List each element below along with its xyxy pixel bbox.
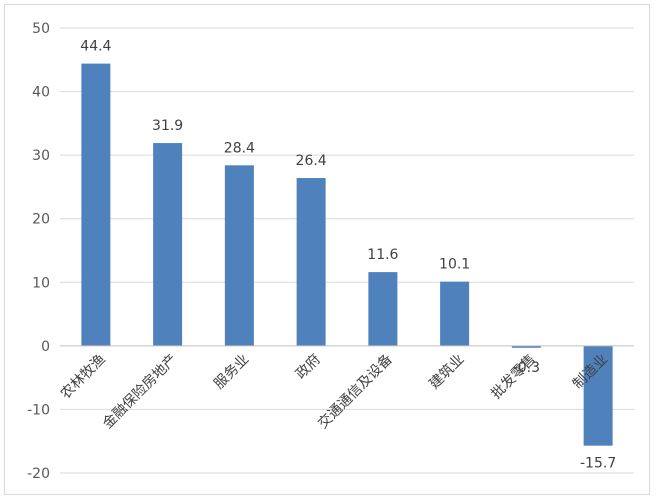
bar xyxy=(511,345,541,348)
y-tick-label: 20 xyxy=(32,212,50,228)
bar xyxy=(81,63,111,346)
y-tick-label: 10 xyxy=(32,275,50,291)
chart-frame xyxy=(4,4,650,495)
y-tick-label: 40 xyxy=(32,85,50,101)
data-label: 44.4 xyxy=(80,39,111,55)
data-label: -0.3 xyxy=(513,360,540,376)
category-label: 金融保险房地产 xyxy=(100,351,181,432)
bar xyxy=(224,165,254,346)
data-label: 31.9 xyxy=(152,118,183,134)
bar xyxy=(368,272,398,346)
y-tick-label: 0 xyxy=(41,339,50,355)
y-tick-label: -10 xyxy=(27,402,50,418)
category-label: 服务业 xyxy=(211,351,252,392)
data-label: -15.7 xyxy=(580,456,616,472)
bar xyxy=(440,281,470,346)
bar xyxy=(296,178,326,346)
category-label: 交通通信及设备 xyxy=(314,351,395,432)
y-tick-label: 50 xyxy=(32,21,50,37)
bar xyxy=(583,345,613,446)
data-label: 10.1 xyxy=(439,257,470,273)
category-label: 政府 xyxy=(293,351,324,382)
y-tick-label: 30 xyxy=(32,148,50,164)
y-tick-label: -20 xyxy=(27,466,50,482)
category-label: 建筑业 xyxy=(426,351,467,392)
bar xyxy=(153,143,183,346)
data-label: 28.4 xyxy=(224,140,255,156)
data-label: 26.4 xyxy=(296,153,327,169)
category-label: 农林牧渔 xyxy=(58,351,109,402)
data-label: 11.6 xyxy=(367,247,398,263)
